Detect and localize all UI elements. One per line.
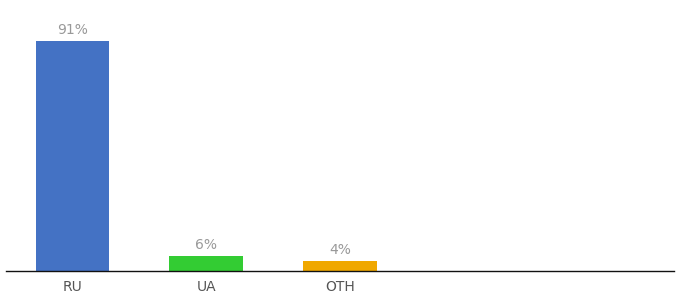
Text: 91%: 91% bbox=[57, 23, 88, 37]
Bar bbox=[169, 256, 243, 271]
Bar bbox=[303, 261, 377, 271]
Bar bbox=[35, 41, 109, 271]
Text: 4%: 4% bbox=[329, 243, 351, 257]
Text: 6%: 6% bbox=[195, 238, 217, 252]
